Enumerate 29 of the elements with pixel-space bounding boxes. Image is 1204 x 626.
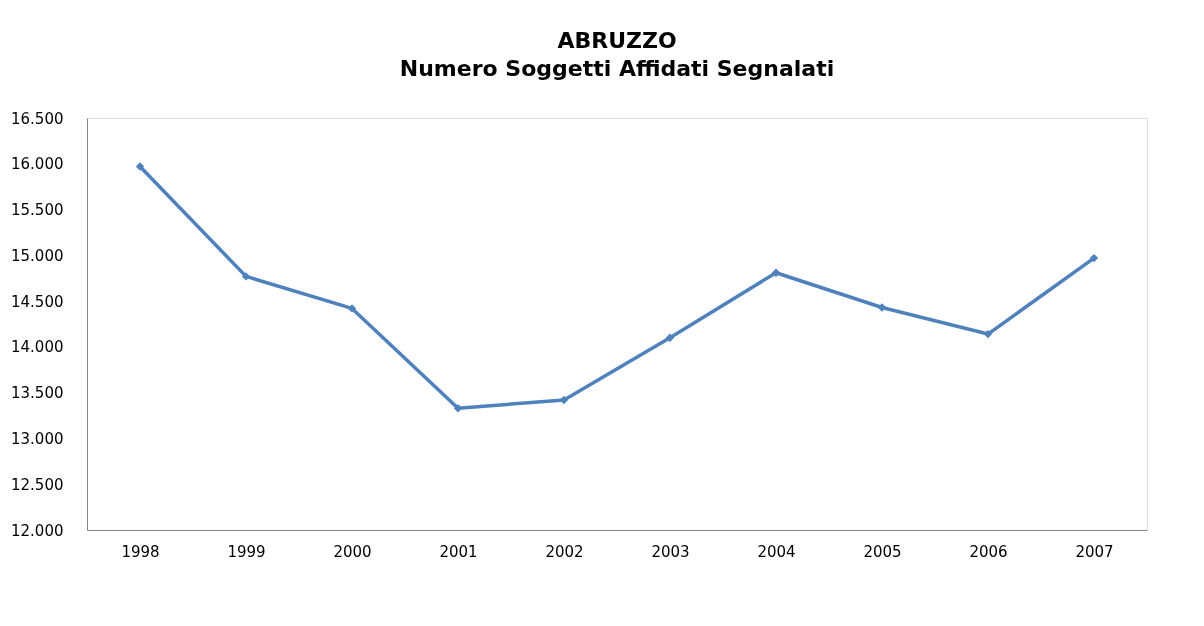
y-tick-label: 13.500 bbox=[11, 384, 64, 403]
point bbox=[1089, 253, 1099, 263]
x-tick-label: 1998 bbox=[121, 542, 160, 561]
y-tick-label: 15.000 bbox=[11, 246, 64, 265]
point bbox=[665, 333, 675, 342]
point bbox=[771, 268, 781, 277]
x-tick-label: 2004 bbox=[757, 542, 796, 561]
y-tick-label: 14.000 bbox=[11, 338, 64, 357]
x-tick-label: 2001 bbox=[439, 542, 478, 561]
x-tick-label: 1999 bbox=[227, 542, 266, 561]
x-tick-label: 2005 bbox=[863, 542, 902, 561]
point bbox=[135, 162, 145, 171]
point bbox=[241, 272, 251, 281]
x-tick-label: 2000 bbox=[333, 542, 372, 561]
x-tick-label: 2003 bbox=[651, 542, 690, 561]
point bbox=[347, 304, 357, 313]
y-tick-label: 16.000 bbox=[11, 155, 64, 174]
x-tick-label: 2002 bbox=[545, 542, 584, 561]
y-tick-label: 14.500 bbox=[11, 292, 64, 311]
chart-subtitle: Numero Soggetti Affidati Segnalati bbox=[399, 56, 835, 81]
chart-title: ABRUZZO bbox=[557, 28, 677, 53]
y-tick-label: 16.500 bbox=[11, 109, 64, 128]
y-tick-label: 15.500 bbox=[11, 201, 64, 220]
x-tick-label: 2006 bbox=[969, 542, 1008, 561]
x-tick-label: 2007 bbox=[1075, 542, 1114, 561]
point bbox=[877, 303, 887, 312]
y-tick-label: 13.000 bbox=[11, 429, 64, 448]
y-tick-label: 12.000 bbox=[11, 521, 64, 540]
y-tick-label: 12.500 bbox=[11, 475, 64, 494]
